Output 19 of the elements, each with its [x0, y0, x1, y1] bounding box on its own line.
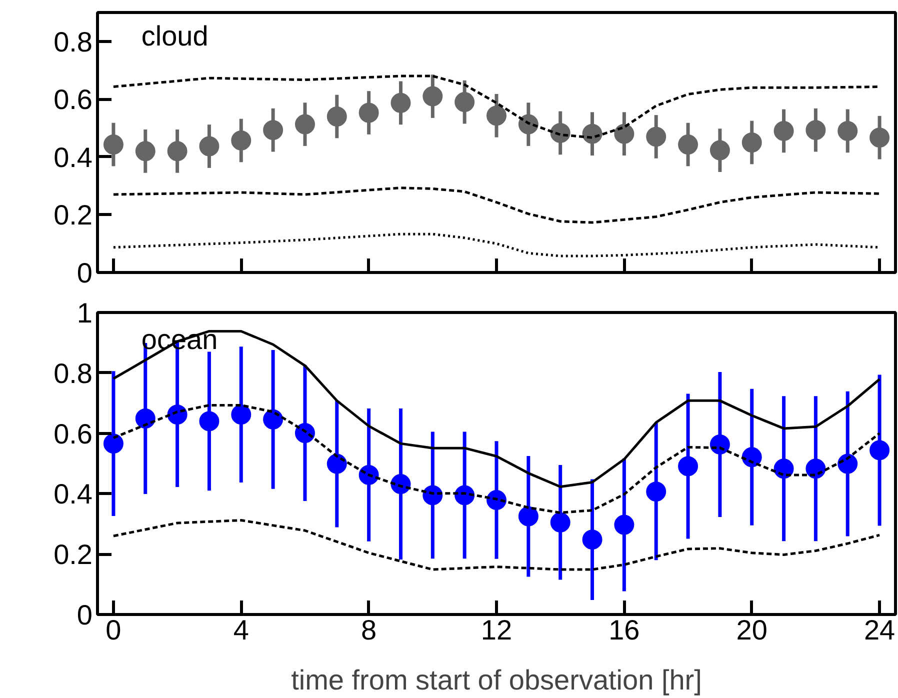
y-tick-label: 0.8 [54, 26, 93, 58]
y-tick-label: 0.6 [54, 418, 93, 450]
y-tick-label: 0.4 [54, 142, 93, 173]
y-tick-label: 0.2 [54, 539, 93, 570]
y-tick-label: 0 [76, 258, 93, 288]
y-tick-label: 0.2 [54, 200, 93, 231]
x-tick-label: 16 [608, 614, 640, 646]
annotation: cloud [141, 20, 208, 52]
x-tick-label: 12 [480, 614, 512, 646]
x-tick-label: 4 [233, 614, 249, 646]
x-tick-label: 20 [736, 614, 768, 646]
y-tick-label: 1 [76, 298, 93, 328]
x-tick-label: 8 [361, 614, 377, 646]
y-tick-label: 0.8 [54, 358, 93, 389]
y-tick-label: 0.4 [54, 478, 93, 510]
x-axis-title: time from start of observation [hr] [291, 664, 702, 696]
y-tick-label: 0.6 [54, 84, 93, 116]
x-tick-label: 0 [106, 614, 122, 646]
x-tick-label: 24 [864, 614, 896, 646]
